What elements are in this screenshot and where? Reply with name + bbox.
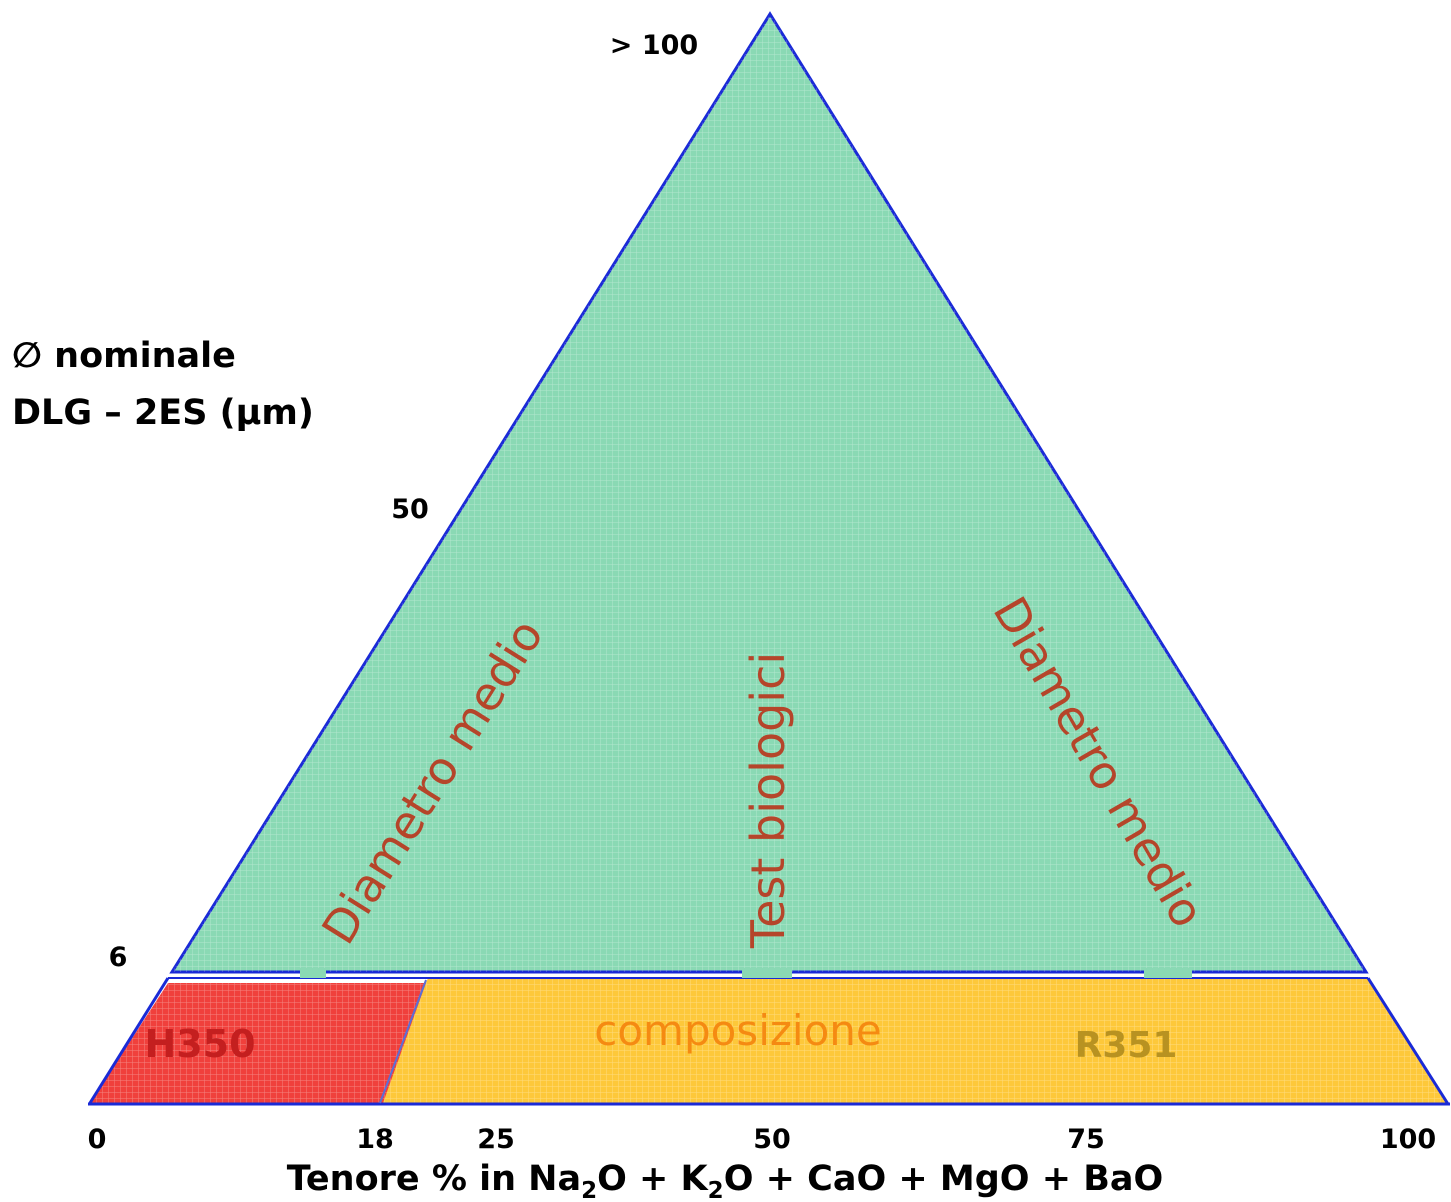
outline-lower-right	[1366, 977, 1450, 1105]
y-tick-top: > 100	[610, 30, 698, 61]
label-composizione: composizione	[594, 1006, 881, 1055]
outline-lower-left	[88, 977, 170, 1104]
y-axis-title-line1: ∅ nominale	[12, 336, 236, 376]
label-test-biologici: Test biologici	[741, 652, 795, 949]
label-r351: R351	[1075, 1025, 1178, 1066]
x-tick-0: 0	[88, 1124, 107, 1155]
x-tick-50: 50	[753, 1124, 791, 1155]
x-tick-75: 75	[1067, 1124, 1105, 1155]
x-axis-title: Tenore % in Na2O + K2O + CaO + MgO + BaO	[287, 1159, 1164, 1202]
y-tick-50: 50	[391, 494, 429, 525]
y-tick-6: 6	[109, 942, 128, 973]
x-tick-18: 18	[356, 1124, 394, 1155]
x-tick-100: 100	[1380, 1124, 1436, 1155]
y-axis-title-line2: DLG – 2ES (μm)	[12, 393, 314, 433]
x-tick-25: 25	[477, 1124, 515, 1155]
label-h350: H350	[144, 1022, 255, 1066]
